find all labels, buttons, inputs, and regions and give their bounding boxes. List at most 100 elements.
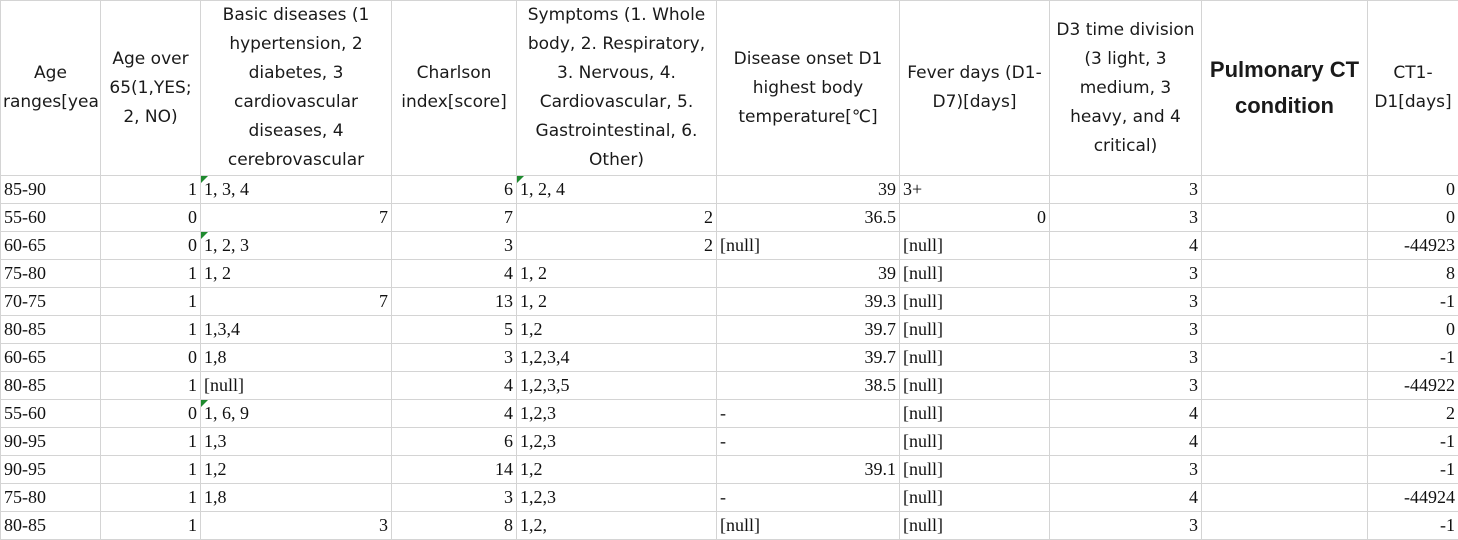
cell-d3-time-division[interactable]: 3 <box>1050 204 1202 232</box>
cell-charlson-index[interactable]: 6 <box>392 428 517 456</box>
cell-ct1-d1[interactable]: -1 <box>1368 288 1458 316</box>
cell-age-range[interactable]: 60-65 <box>1 232 101 260</box>
cell-pulmonary-ct[interactable] <box>1202 260 1368 288</box>
cell-pulmonary-ct[interactable] <box>1202 400 1368 428</box>
cell-age-over-65[interactable]: 1 <box>101 316 201 344</box>
cell-charlson-index[interactable]: 7 <box>392 204 517 232</box>
cell-age-over-65[interactable]: 1 <box>101 456 201 484</box>
cell-fever-days[interactable]: [null] <box>900 372 1050 400</box>
cell-charlson-index[interactable]: 6 <box>392 176 517 204</box>
cell-age-over-65[interactable]: 1 <box>101 512 201 540</box>
cell-age-over-65[interactable]: 1 <box>101 372 201 400</box>
cell-d3-time-division[interactable]: 4 <box>1050 484 1202 512</box>
cell-age-range[interactable]: 85-90 <box>1 176 101 204</box>
cell-basic-diseases[interactable]: 1,3,4 <box>201 316 392 344</box>
cell-d3-time-division[interactable]: 3 <box>1050 344 1202 372</box>
cell-d1-highest-temp[interactable]: 39.7 <box>717 344 900 372</box>
cell-pulmonary-ct[interactable] <box>1202 204 1368 232</box>
cell-fever-days[interactable]: [null] <box>900 232 1050 260</box>
cell-charlson-index[interactable]: 5 <box>392 316 517 344</box>
cell-d1-highest-temp[interactable]: 38.5 <box>717 372 900 400</box>
cell-d3-time-division[interactable]: 4 <box>1050 232 1202 260</box>
cell-age-over-65[interactable]: 0 <box>101 400 201 428</box>
cell-symptoms[interactable]: 1, 2 <box>517 260 717 288</box>
cell-fever-days[interactable]: [null] <box>900 428 1050 456</box>
cell-d1-highest-temp[interactable]: 39 <box>717 176 900 204</box>
cell-d1-highest-temp[interactable]: [null] <box>717 232 900 260</box>
cell-age-range[interactable]: 70-75 <box>1 288 101 316</box>
cell-fever-days[interactable]: [null] <box>900 512 1050 540</box>
header-pulmonary-ct[interactable]: Pulmonary CT condition <box>1202 1 1368 176</box>
cell-age-over-65[interactable]: 0 <box>101 232 201 260</box>
cell-pulmonary-ct[interactable] <box>1202 428 1368 456</box>
cell-basic-diseases[interactable]: 1,8 <box>201 484 392 512</box>
cell-pulmonary-ct[interactable] <box>1202 288 1368 316</box>
cell-charlson-index[interactable]: 4 <box>392 400 517 428</box>
cell-age-over-65[interactable]: 0 <box>101 344 201 372</box>
cell-pulmonary-ct[interactable] <box>1202 316 1368 344</box>
cell-d1-highest-temp[interactable]: 39.1 <box>717 456 900 484</box>
cell-symptoms[interactable]: 1,2 <box>517 456 717 484</box>
cell-age-range[interactable]: 60-65 <box>1 344 101 372</box>
cell-age-range[interactable]: 80-85 <box>1 316 101 344</box>
cell-ct1-d1[interactable]: -1 <box>1368 344 1458 372</box>
header-d1-highest-temp[interactable]: Disease onset D1 highest body temperatur… <box>717 1 900 176</box>
cell-symptoms[interactable]: 1,2,3 <box>517 484 717 512</box>
cell-symptoms[interactable]: 2 <box>517 232 717 260</box>
cell-charlson-index[interactable]: 14 <box>392 456 517 484</box>
cell-basic-diseases[interactable]: 1, 2 <box>201 260 392 288</box>
header-ct1-d1[interactable]: CT1-D1[days] <box>1368 1 1458 176</box>
cell-age-over-65[interactable]: 1 <box>101 176 201 204</box>
cell-age-range[interactable]: 80-85 <box>1 512 101 540</box>
cell-d3-time-division[interactable]: 3 <box>1050 372 1202 400</box>
cell-pulmonary-ct[interactable] <box>1202 176 1368 204</box>
cell-ct1-d1[interactable]: -1 <box>1368 456 1458 484</box>
cell-fever-days[interactable]: [null] <box>900 456 1050 484</box>
cell-fever-days[interactable]: [null] <box>900 484 1050 512</box>
cell-d1-highest-temp[interactable]: - <box>717 428 900 456</box>
cell-d1-highest-temp[interactable]: 39 <box>717 260 900 288</box>
cell-fever-days[interactable]: 3+ <box>900 176 1050 204</box>
cell-ct1-d1[interactable]: -44922 <box>1368 372 1458 400</box>
cell-pulmonary-ct[interactable] <box>1202 344 1368 372</box>
header-symptoms[interactable]: Symptoms (1. Whole body, 2. Respiratory,… <box>517 1 717 176</box>
cell-ct1-d1[interactable]: 0 <box>1368 176 1458 204</box>
cell-basic-diseases[interactable]: 3 <box>201 512 392 540</box>
cell-fever-days[interactable]: [null] <box>900 400 1050 428</box>
cell-basic-diseases[interactable]: 1, 3, 4 <box>201 176 392 204</box>
cell-charlson-index[interactable]: 8 <box>392 512 517 540</box>
cell-ct1-d1[interactable]: 0 <box>1368 316 1458 344</box>
cell-d1-highest-temp[interactable]: [null] <box>717 512 900 540</box>
cell-symptoms[interactable]: 2 <box>517 204 717 232</box>
cell-symptoms[interactable]: 1,2,3,5 <box>517 372 717 400</box>
cell-d3-time-division[interactable]: 3 <box>1050 512 1202 540</box>
cell-basic-diseases[interactable]: 1,2 <box>201 456 392 484</box>
cell-symptoms[interactable]: 1,2,3 <box>517 400 717 428</box>
cell-d3-time-division[interactable]: 3 <box>1050 456 1202 484</box>
cell-age-over-65[interactable]: 1 <box>101 288 201 316</box>
cell-age-range[interactable]: 80-85 <box>1 372 101 400</box>
cell-symptoms[interactable]: 1, 2 <box>517 288 717 316</box>
cell-ct1-d1[interactable]: 2 <box>1368 400 1458 428</box>
header-basic-diseases[interactable]: Basic diseases (1 hypertension, 2 diabet… <box>201 1 392 176</box>
cell-d3-time-division[interactable]: 3 <box>1050 316 1202 344</box>
cell-basic-diseases[interactable]: 7 <box>201 204 392 232</box>
cell-fever-days[interactable]: [null] <box>900 344 1050 372</box>
cell-ct1-d1[interactable]: 0 <box>1368 204 1458 232</box>
cell-d3-time-division[interactable]: 3 <box>1050 288 1202 316</box>
cell-ct1-d1[interactable]: -44923 <box>1368 232 1458 260</box>
cell-age-range[interactable]: 55-60 <box>1 400 101 428</box>
cell-d1-highest-temp[interactable]: - <box>717 400 900 428</box>
cell-d3-time-division[interactable]: 4 <box>1050 428 1202 456</box>
cell-charlson-index[interactable]: 4 <box>392 372 517 400</box>
cell-symptoms[interactable]: 1,2,3,4 <box>517 344 717 372</box>
cell-ct1-d1[interactable]: -1 <box>1368 428 1458 456</box>
cell-charlson-index[interactable]: 13 <box>392 288 517 316</box>
cell-basic-diseases[interactable]: 1, 6, 9 <box>201 400 392 428</box>
cell-age-over-65[interactable]: 0 <box>101 204 201 232</box>
cell-d3-time-division[interactable]: 4 <box>1050 400 1202 428</box>
cell-symptoms[interactable]: 1, 2, 4 <box>517 176 717 204</box>
cell-pulmonary-ct[interactable] <box>1202 232 1368 260</box>
header-age-over-65[interactable]: Age over 65(1,YES; 2, NO) <box>101 1 201 176</box>
cell-fever-days[interactable]: [null] <box>900 288 1050 316</box>
